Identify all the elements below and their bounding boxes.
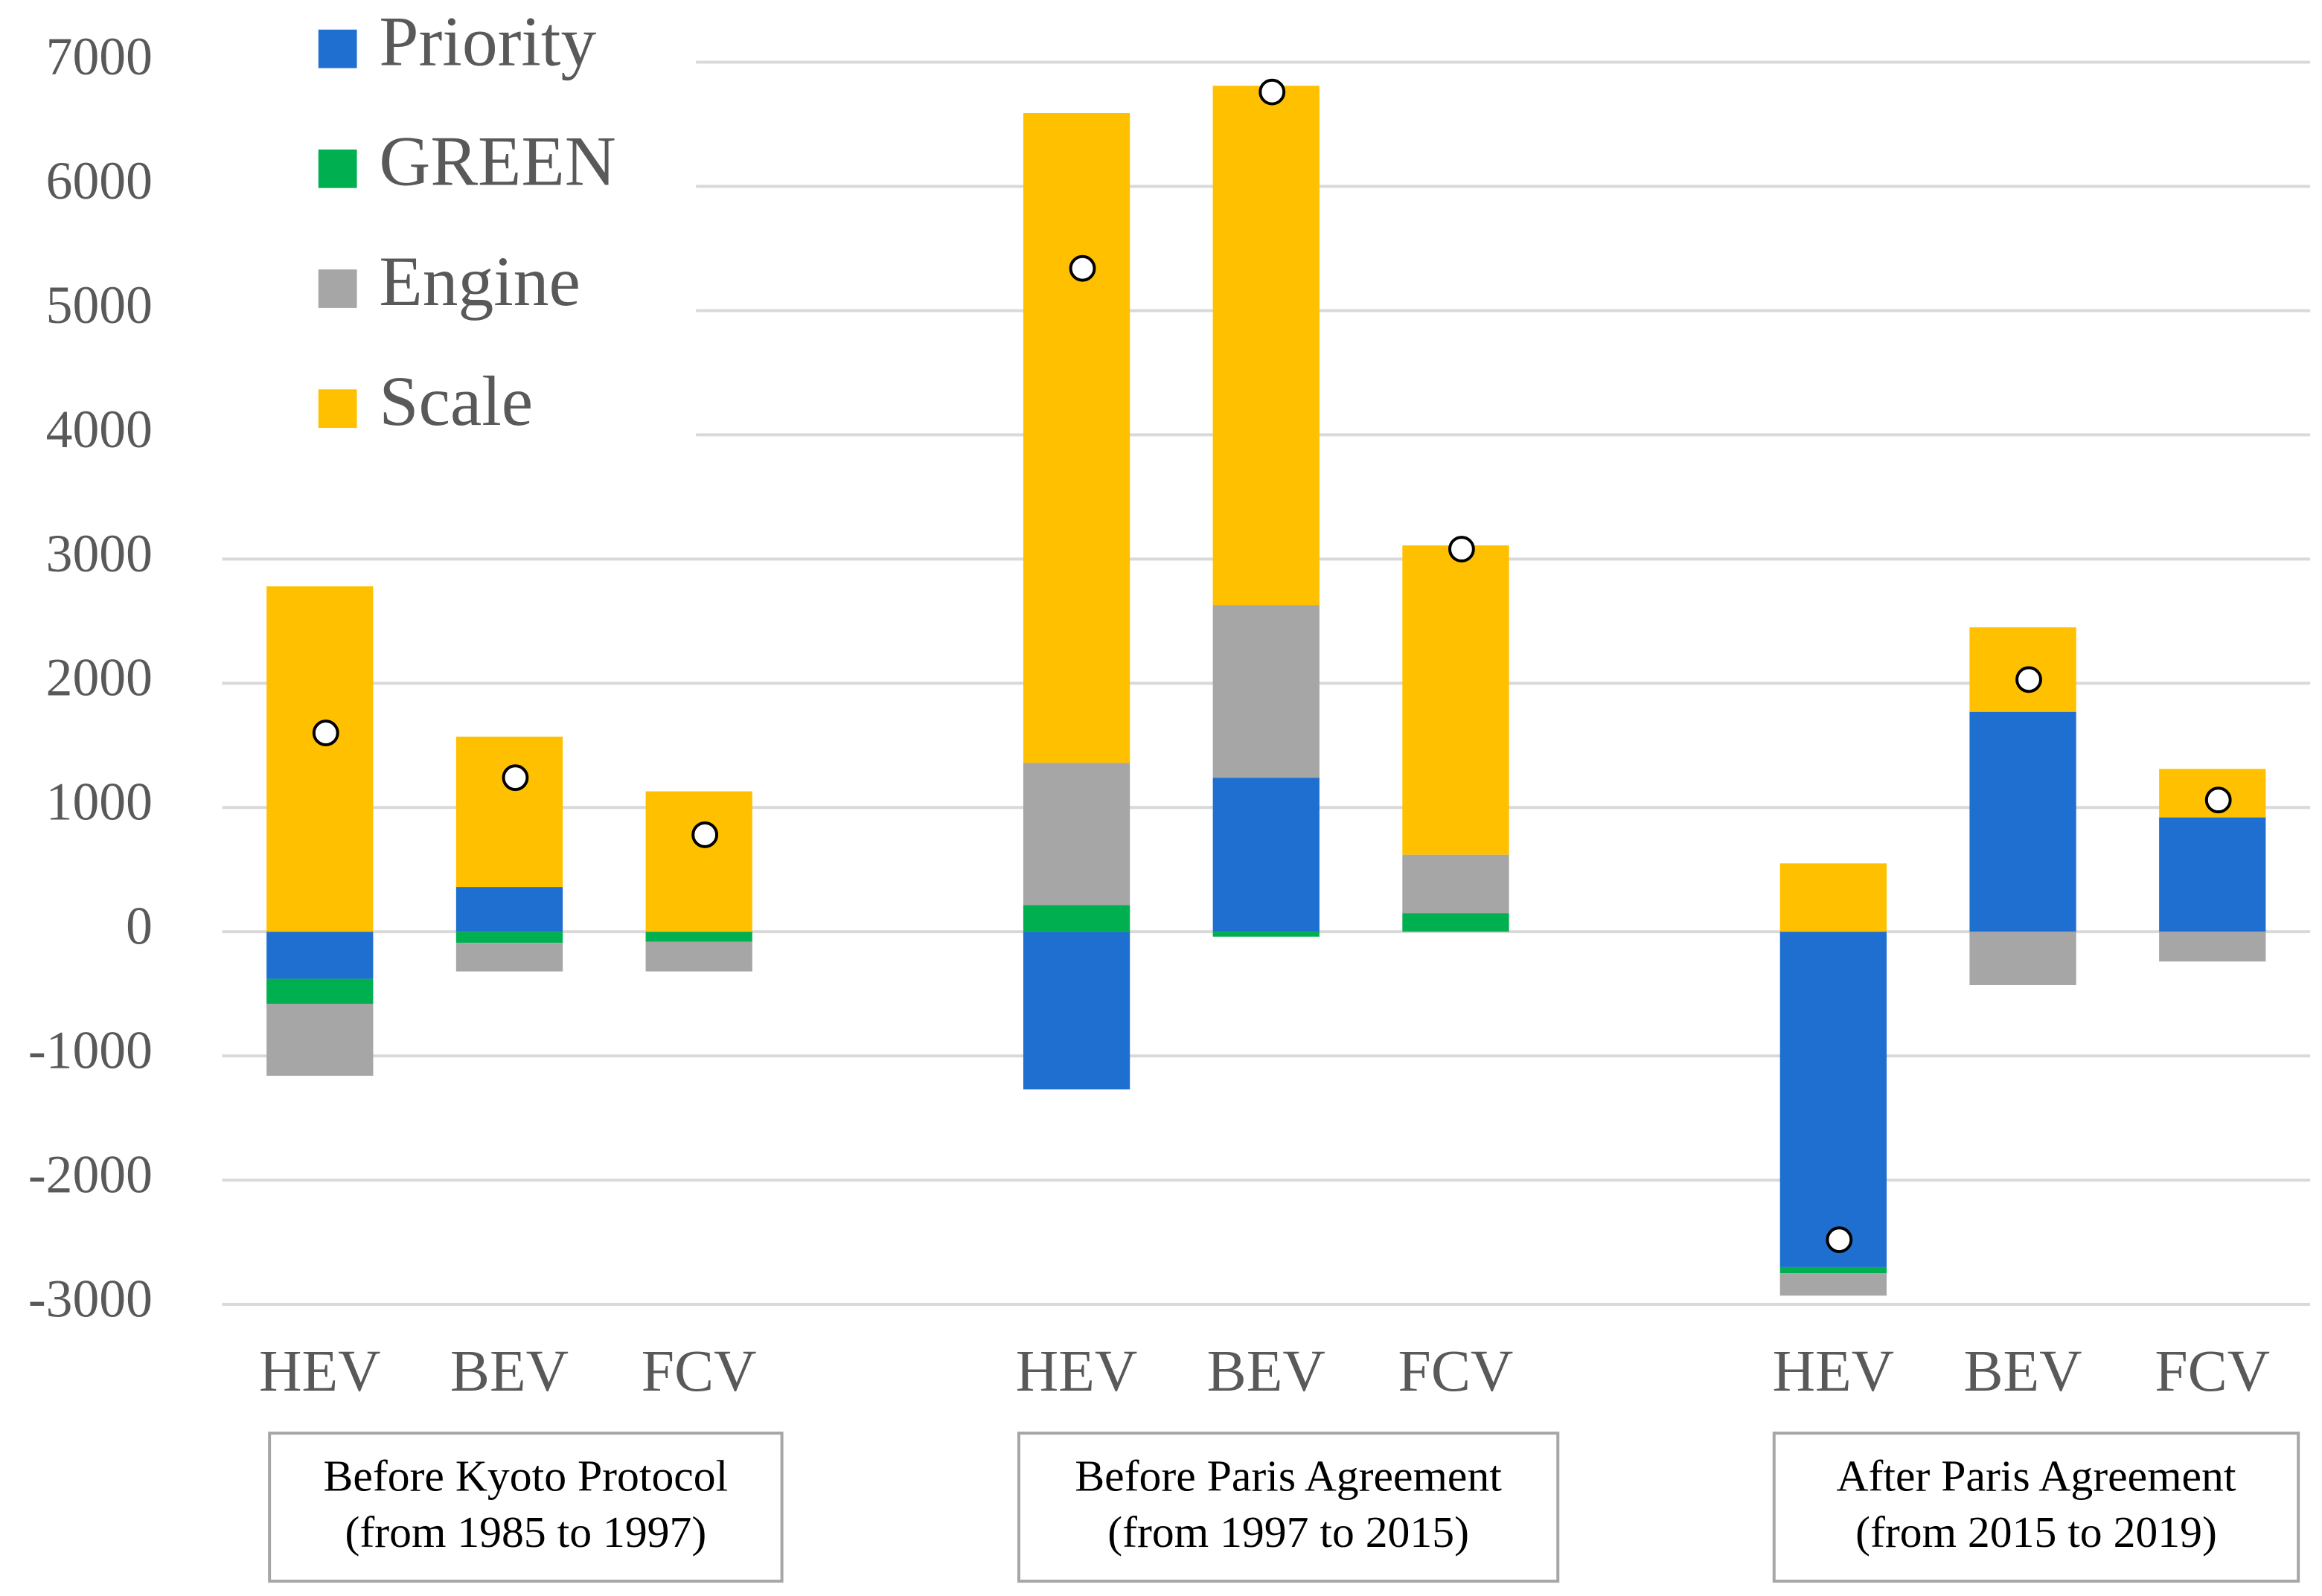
bar-segment [1212,932,1320,937]
x-tick-label: BEV [450,1339,569,1404]
bar-segment [266,586,374,932]
y-tick-label: 3000 [46,525,153,583]
total-marker [691,821,719,848]
legend-label: GREEN [379,122,615,201]
bar-segment [1779,1273,1887,1296]
group-label: (from 2015 to 2019) [1855,1507,2217,1557]
total-marker [2015,666,2042,693]
bar-segment [1023,905,1130,932]
total-marker [1448,536,1475,563]
bar-segment [645,941,752,972]
group-box [1017,1432,1560,1583]
y-tick-label: 1000 [46,773,153,832]
legend-swatch [318,269,357,308]
legend-swatch [318,389,357,429]
bar-segment [1779,1266,1887,1274]
bar-segment [1779,863,1887,932]
bar-segment [1402,545,1509,855]
group-box [268,1432,784,1583]
bar-segment [1023,932,1130,1090]
bar-segment [266,978,374,1004]
bar-segment [1212,86,1320,606]
group-label: After Paris Agreement [1836,1451,2236,1500]
bar-segment [455,737,563,888]
legend-swatch [318,149,357,188]
x-tick-label: FCV [2155,1339,2270,1404]
total-marker [1069,254,1096,282]
x-tick-label: HEV [259,1339,381,1404]
bar-segment [1212,605,1320,778]
group-label: (from 1985 to 1997) [345,1507,707,1557]
bar-segment [1969,711,2076,932]
y-tick-label: 5000 [46,276,153,335]
legend-background [222,0,697,467]
total-marker [2204,786,2232,814]
group-label: Before Paris Agreement [1075,1451,1502,1500]
x-tick-label: BEV [1963,1339,2082,1404]
total-marker [502,764,529,792]
x-tick-label: FCV [1398,1339,1514,1404]
total-marker [1258,78,1286,106]
bar-segment [455,932,563,943]
y-tick-label: -3000 [28,1269,153,1328]
y-tick-label: 2000 [46,649,153,708]
bar-segment [455,887,563,932]
y-tick-label: 6000 [46,152,153,211]
bar-segment [2159,932,2266,962]
legend-label: Engine [379,242,580,321]
group-label: (from 1997 to 2015) [1107,1507,1469,1557]
legend-label: Priority [379,2,596,81]
bar-segment [1779,932,1887,1267]
bar-segment [1023,763,1130,906]
y-tick-label: 4000 [46,400,153,459]
x-tick-label: BEV [1207,1339,1325,1404]
y-tick-label: 7000 [46,28,153,86]
y-tick-label: 0 [126,897,153,956]
bar-segment [1969,932,2076,985]
x-tick-label: HEV [1016,1339,1138,1404]
bar-segment [2159,817,2266,932]
bar-segment [1402,913,1509,932]
total-marker [312,720,339,746]
y-tick-label: -2000 [28,1146,153,1205]
bar-segment [266,1004,374,1076]
legend-swatch [318,29,357,68]
legend-label: Scale [379,362,533,440]
bar-segment [266,932,374,979]
x-tick-label: HEV [1773,1339,1895,1404]
bar-segment [1023,113,1130,763]
bar-segment [645,791,752,932]
bar-segment [645,932,752,942]
group-label: Before Kyoto Protocol [324,1451,729,1500]
bar-segment [1212,778,1320,932]
y-tick-label: -1000 [28,1022,153,1080]
bar-segment [455,943,563,972]
bar-segment [1402,854,1509,914]
x-tick-label: FCV [642,1339,757,1404]
total-marker [1826,1226,1853,1254]
group-box [1772,1432,2300,1583]
